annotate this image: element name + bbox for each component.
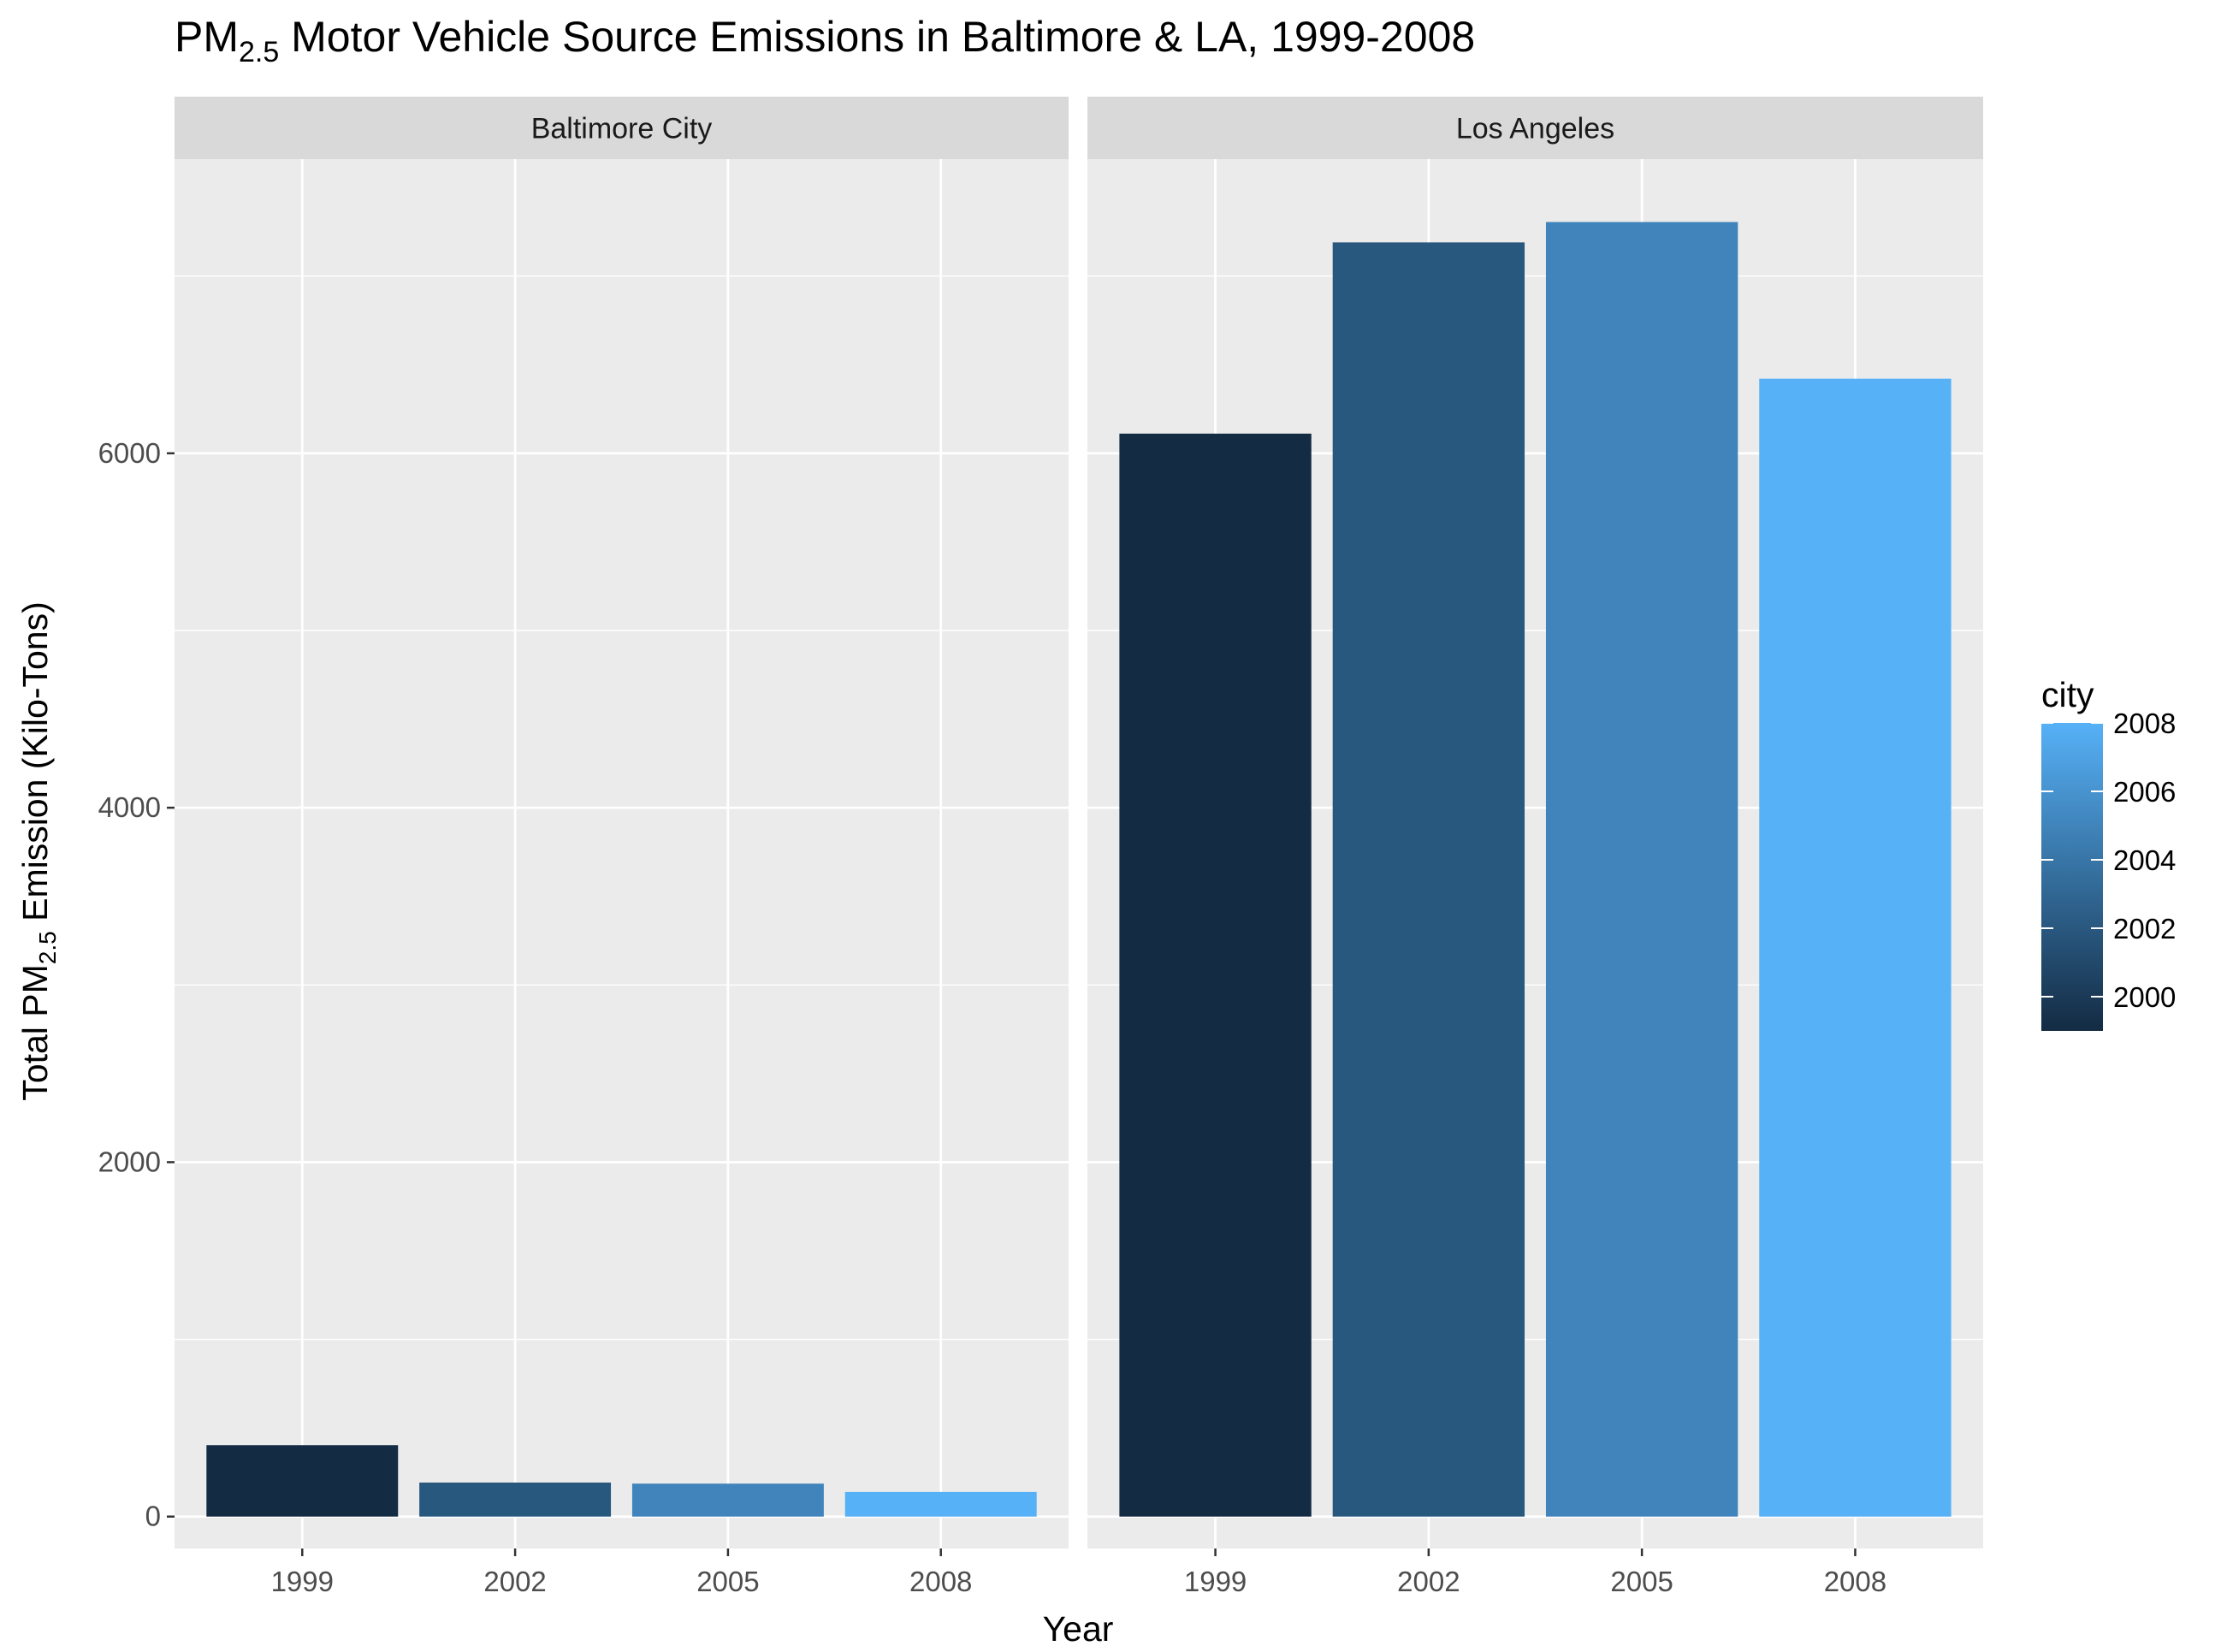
x-axis: 1999 2002 2005 2008 1999 2002 2005 2008 [271, 1548, 1886, 1597]
panel-baltimore-city: Baltimore City [175, 97, 1069, 1548]
x-tick-label: 1999 [271, 1566, 334, 1597]
ylabel-prefix: Total PM [15, 964, 55, 1101]
bar-baltimore-city-2008 [844, 1491, 1037, 1517]
bar-los-angeles-2008 [1759, 378, 1952, 1517]
bar-los-angeles-1999 [1119, 433, 1312, 1517]
facet-strip [1087, 97, 1983, 159]
x-tick-label: 2008 [1824, 1566, 1886, 1597]
legend-label: 2004 [2113, 844, 2176, 876]
x-tick-label: 1999 [1184, 1566, 1247, 1597]
ylabel-subscript: 2.5 [34, 931, 61, 964]
bar-baltimore-city-2002 [419, 1482, 612, 1517]
bar-baltimore-city-1999 [206, 1445, 399, 1517]
x-tick-label: 2002 [483, 1566, 546, 1597]
x-axis-title: Year [1043, 1609, 1114, 1649]
y-tick-label: 4000 [98, 791, 161, 823]
y-axis-title: Total PM2.5 Emission (Kilo-Tons) [15, 601, 61, 1100]
legend-label: 2006 [2113, 776, 2176, 808]
chart-title: PM2.5 Motor Vehicle Source Emissions in … [175, 13, 1475, 68]
title-suffix: Motor Vehicle Source Emissions in Baltim… [279, 13, 1475, 61]
bar-los-angeles-2002 [1332, 242, 1525, 1517]
x-tick-label: 2008 [909, 1566, 972, 1597]
y-tick-label: 2000 [98, 1146, 161, 1177]
facet-strip-label: Los Angeles [1456, 113, 1614, 145]
x-tick-label: 2005 [1610, 1566, 1673, 1597]
y-tick-label: 0 [145, 1501, 161, 1532]
legend-label: 2002 [2113, 913, 2176, 944]
ylabel-suffix: Emission (Kilo-Tons) [15, 601, 55, 931]
y-tick-label: 6000 [98, 437, 161, 469]
legend: city 2000 2002 2004 2006 2008 [2041, 675, 2176, 1031]
panel-los-angeles: Los Angeles [1087, 97, 1983, 1548]
legend-title: city [2041, 675, 2094, 714]
legend-colorbar [2041, 723, 2103, 1031]
x-tick-label: 2005 [696, 1566, 759, 1597]
facet-strip [175, 97, 1069, 159]
x-tick-label: 2002 [1397, 1566, 1460, 1597]
legend-label: 2008 [2113, 708, 2176, 739]
legend-label: 2000 [2113, 981, 2176, 1013]
facet-strip-label: Baltimore City [531, 113, 713, 145]
bar-baltimore-city-2005 [631, 1483, 824, 1517]
bar-los-angeles-2005 [1545, 222, 1738, 1517]
title-subscript: 2.5 [239, 36, 279, 68]
title-prefix: PM [175, 13, 239, 61]
panel-background [175, 159, 1069, 1548]
y-axis: 0 2000 4000 6000 [98, 437, 175, 1532]
panels: Baltimore City Los Angeles [175, 97, 1983, 1548]
